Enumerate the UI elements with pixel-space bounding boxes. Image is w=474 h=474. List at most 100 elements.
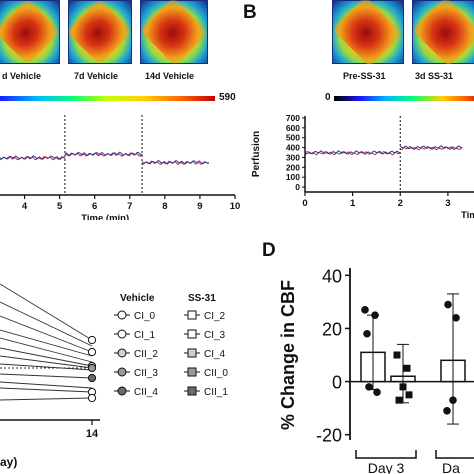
perfusion-trace-b (304, 150, 401, 155)
data-point-ss31 (403, 364, 411, 372)
colorbar-min-label: 0 (325, 92, 331, 103)
data-point-ss31 (393, 351, 401, 359)
subject-endpoint (87, 373, 97, 383)
subject-endpoint (87, 393, 97, 403)
y-tick-label-d: 40 (322, 266, 342, 286)
subject-line (0, 373, 93, 379)
x-tick-label-a: 10 (230, 201, 241, 212)
perfusion-trace-a (141, 160, 209, 165)
subject-line (0, 301, 93, 347)
individual-change-chart: 14 ay) (0, 283, 100, 469)
x-tick-label-a: 4 (22, 201, 28, 212)
caption-vehicle-14d: 14d Vehicle (145, 71, 195, 81)
x-tick-label-a: 8 (162, 201, 167, 212)
perfusion-trace-b (399, 145, 463, 150)
legend-label-vehicle: CII_4 (134, 387, 158, 398)
legend-label-ss31: CI_3 (204, 330, 226, 341)
legend-label-vehicle: CII_2 (134, 349, 158, 360)
y-tick-label-b: 400 (286, 143, 300, 153)
legend-label-vehicle: CII_3 (134, 368, 158, 379)
subject-line (0, 397, 93, 401)
subject-line (0, 363, 93, 371)
data-point-vehicle (449, 396, 457, 404)
caption-pre-ss31: Pre-SS-31 (343, 71, 386, 81)
x-tick-label-b: 0 (302, 198, 307, 209)
x-tick-label-b: 2 (398, 198, 403, 209)
perfusion-trace-red-a (0, 155, 66, 161)
subject-line (0, 337, 93, 363)
y-tick-label-d: -20 (316, 426, 342, 446)
legend-label-vehicle: CI_0 (134, 311, 156, 322)
legend-marker-vehicle (117, 348, 127, 358)
group-bracket-day2 (435, 450, 474, 459)
y-axis-label-d: % Change in CBF (278, 280, 298, 430)
data-point-vehicle (363, 329, 371, 338)
perfusion-colorbar-b (334, 96, 474, 101)
data-point-vehicle (443, 406, 451, 415)
perfusion-colorbar-a (0, 96, 215, 101)
caption-vehicle-1: d Vehicle (2, 71, 42, 81)
subject-line (0, 315, 93, 353)
data-point-ss31 (405, 391, 413, 399)
group-bracket-day3 (355, 450, 417, 459)
x-tick-label-a: 6 (92, 201, 97, 212)
perfusion-chart-a: 4 5 6 7 8 9 10 Time (min) (0, 115, 241, 220)
x-axis-label-a: Time (min) (81, 213, 129, 220)
perfusion-trace-a (64, 151, 143, 157)
legend-marker-vehicle (117, 329, 127, 339)
subject-line (0, 355, 93, 369)
panel-letter-d: D (262, 240, 276, 261)
vehicle-image-2 (66, 0, 134, 66)
vehicle-image-3 (139, 0, 209, 67)
x-tick-label-c: 14 (86, 428, 99, 440)
y-tick-label-b: 200 (286, 162, 300, 172)
panel-letter-b: B (243, 2, 257, 23)
perfusion-trace-a (0, 155, 66, 160)
subject-endpoint (87, 347, 97, 357)
y-tick-label-b: 700 (286, 113, 300, 123)
data-point-ss31 (399, 383, 407, 391)
group-label-day3: Day 3 (368, 460, 405, 474)
x-axis-label-c: ay) (0, 455, 17, 469)
vehicle-image-1 (0, 0, 62, 66)
legend-marker-vehicle (117, 367, 127, 377)
pre-ss31-image (332, 0, 404, 68)
legend-label-ss31: CII_1 (204, 387, 228, 398)
legend-title-vehicle: Vehicle (120, 293, 155, 304)
x-tick-label-a: 7 (127, 201, 132, 212)
perfusion-trace-red-b (304, 150, 401, 156)
y-tick-label-d: 0 (332, 373, 342, 393)
legend-marker-ss31 (187, 310, 197, 320)
subject-line (0, 283, 93, 341)
data-point-vehicle (371, 311, 379, 319)
legend-markers: CI_0 CI_1 CII_2 CII_3 CII_4 CI_2 CI_3 CI_4 CII_0… (114, 310, 228, 398)
legend-marker-ss31 (187, 329, 197, 339)
subject-endpoint (87, 335, 97, 345)
legend-title-ss31: SS-31 (188, 293, 216, 304)
legend-label-ss31: CI_2 (204, 311, 226, 322)
legend-marker-ss31 (187, 367, 197, 377)
data-point-vehicle (365, 383, 373, 391)
colorbar-max-label: 590 (219, 92, 236, 103)
perfusion-trace-red-a (142, 160, 209, 165)
x-tick-label-a: 5 (57, 201, 63, 212)
caption-3d-ss31: 3d SS-31 (415, 71, 454, 81)
data-point-vehicle (361, 306, 369, 314)
x-tick-label-a: 9 (197, 201, 202, 212)
subject-line (0, 381, 93, 389)
group-label-day2: Da (442, 460, 460, 474)
subject-endpoint (87, 363, 97, 373)
data-point-vehicle (373, 388, 381, 396)
x-axis-label-b: Tim (461, 210, 474, 221)
y-axis-label-b: Perfusion (251, 131, 262, 177)
legend-marker-ss31 (187, 386, 197, 396)
x-tick-label-b: 3 (445, 198, 450, 209)
legend-marker-vehicle (117, 310, 127, 320)
legend-marker-ss31 (187, 348, 197, 358)
subject-line (0, 387, 93, 393)
data-point-vehicle (444, 300, 452, 309)
legend-label-ss31: CI_4 (204, 349, 226, 360)
caption-vehicle-7d: 7d Vehicle (74, 71, 119, 81)
y-tick-label-b: 0 (295, 182, 300, 192)
